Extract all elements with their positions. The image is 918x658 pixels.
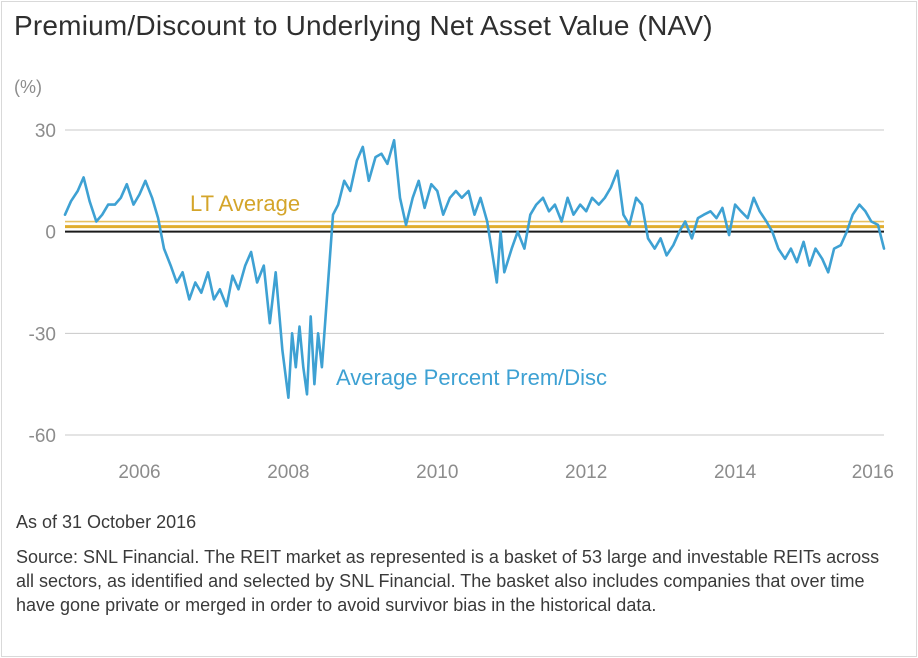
reference-lines [65,220,884,233]
x-tick-label: 2014 [714,462,757,483]
as-of-date: As of 31 October 2016 [16,512,197,532]
chart-title: Premium/Discount to Underlying Net Asset… [14,10,713,41]
x-tick-label: 2016 [852,462,894,483]
lt-average-label: LT Average [190,191,300,216]
series-layer [63,138,886,399]
x-tick-label: 2012 [565,462,607,483]
y-axis-unit-label: (%) [14,77,42,97]
x-tick-label: 2010 [416,462,458,483]
y-tick-label: 0 [45,223,56,244]
series-line-average-percent-prem-disc [63,138,886,399]
y-tick-label: -60 [29,426,56,447]
x-tick-label: 2008 [267,462,309,483]
tick-labels: 30 0 -30 -60 2006 2008 2010 2012 2014 2016 [29,121,894,483]
premium-discount-chart: 30 0 -30 -60 2006 2008 2010 2012 2014 2016 (%) LT… [14,77,894,483]
source-note: Source: SNL Financial. The REIT market a… [16,547,880,615]
x-tick-label: 2006 [118,462,160,483]
series-label: Average Percent Prem/Disc [336,365,607,390]
y-tick-label: 30 [35,121,56,142]
y-tick-label: -30 [29,324,56,345]
grid-layer [65,129,884,436]
